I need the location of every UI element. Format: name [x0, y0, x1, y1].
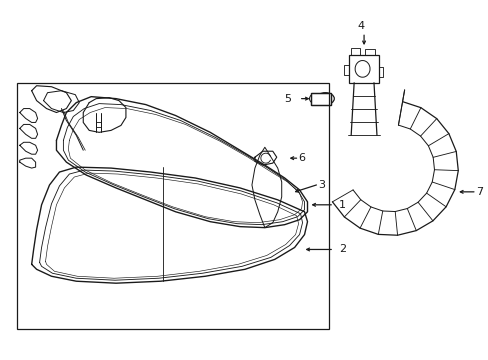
Text: 1: 1 — [339, 200, 346, 210]
Bar — [17, 83, 328, 329]
Bar — [311, 93, 331, 105]
Text: 4: 4 — [357, 21, 364, 31]
Bar — [365, 49, 374, 55]
Text: 6: 6 — [298, 153, 305, 163]
Text: 5: 5 — [284, 94, 291, 104]
Bar — [350, 48, 359, 55]
Text: 7: 7 — [475, 187, 482, 197]
Text: 3: 3 — [318, 180, 325, 190]
Bar — [348, 55, 378, 83]
Bar — [311, 93, 331, 105]
Text: 2: 2 — [339, 244, 346, 255]
